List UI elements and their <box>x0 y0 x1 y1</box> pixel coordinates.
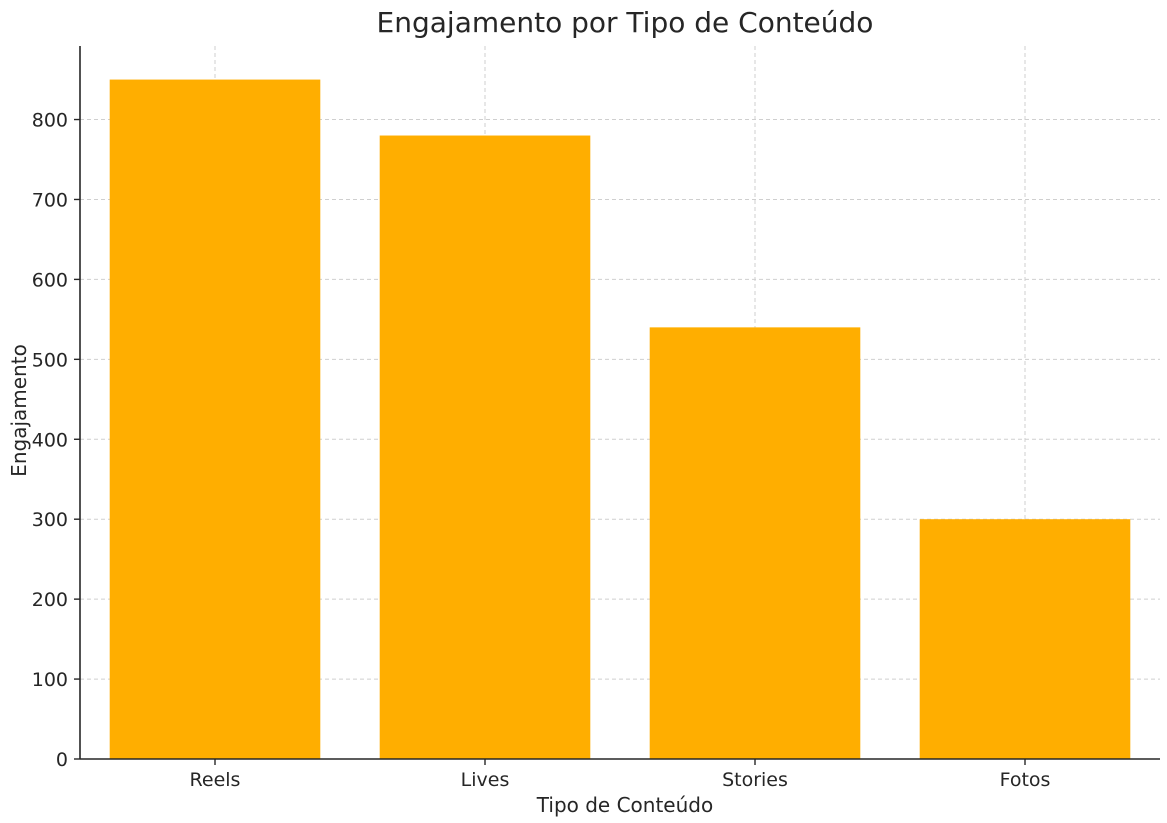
bar-fotos <box>919 519 1131 759</box>
axes <box>79 46 1160 760</box>
x-axis-ticks: Reels Lives Stories Fotos <box>190 759 1051 791</box>
x-tick-label: Stories <box>722 769 788 791</box>
y-tick-label: 400 <box>32 429 68 451</box>
y-tick-label: 0 <box>56 749 68 771</box>
y-tick-label: 500 <box>32 349 68 371</box>
y-tick-label: 300 <box>32 509 68 531</box>
y-tick-label: 600 <box>32 269 68 291</box>
y-tick-label: 800 <box>32 110 68 132</box>
y-tick-label: 700 <box>32 189 68 211</box>
x-tick-label: Reels <box>190 769 241 791</box>
bar-series <box>109 79 1131 759</box>
bar-reels <box>109 79 321 759</box>
chart-title: Engajamento por Tipo de Conteúdo <box>377 6 874 39</box>
x-tick-label: Fotos <box>1000 769 1051 791</box>
x-tick-label: Lives <box>461 769 510 791</box>
x-axis-label: Tipo de Conteúdo <box>536 793 713 817</box>
y-axis-label: Engajamento <box>7 344 31 477</box>
bar-stories <box>649 327 861 759</box>
y-tick-label: 200 <box>32 589 68 611</box>
y-tick-label: 100 <box>32 669 68 691</box>
y-axis-ticks: 0 100 200 300 400 500 600 700 800 <box>32 110 80 771</box>
bar-lives <box>379 135 591 759</box>
